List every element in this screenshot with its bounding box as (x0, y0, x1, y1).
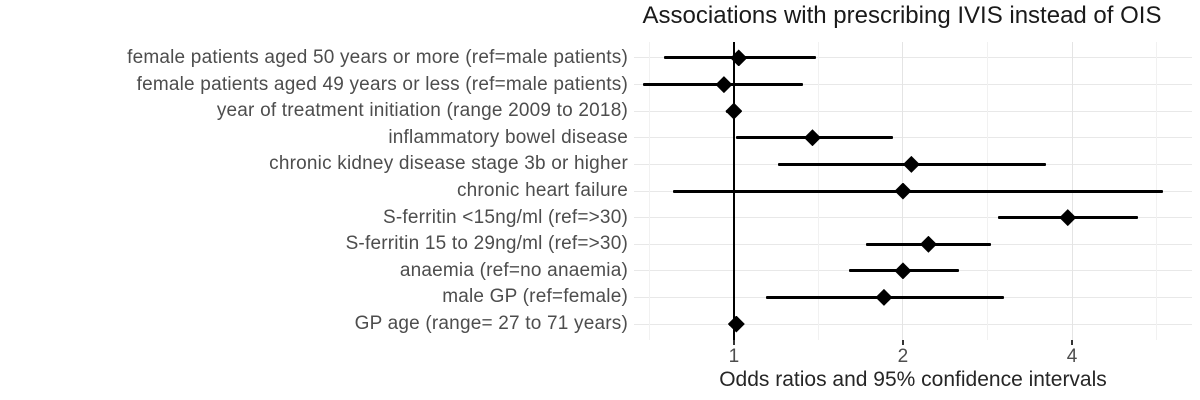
y-gridline (634, 110, 1192, 112)
or-diamond (919, 235, 937, 253)
y-axis-label: female patients aged 50 years or more (r… (127, 46, 628, 68)
y-axis-label: chronic heart failure (456, 180, 628, 201)
y-gridline (634, 323, 1192, 325)
or-diamond (894, 262, 912, 280)
ci-line (673, 189, 1163, 193)
or-diamond (875, 288, 893, 306)
x-tick-mark (733, 340, 735, 345)
y-gridline (634, 84, 1192, 86)
or-diamond (1059, 209, 1077, 227)
y-axis-label: S-ferritin 15 to 29ng/ml (ref=>30) (345, 233, 628, 255)
x-tick-label: 1 (728, 346, 740, 367)
or-diamond (803, 129, 821, 147)
or-diamond (725, 102, 743, 120)
or-diamond (727, 315, 745, 333)
or-diamond (894, 182, 912, 200)
y-gridline (634, 57, 1192, 59)
x-gridline-minor (648, 42, 650, 340)
y-axis-label: inflammatory bowel disease (388, 126, 628, 148)
chart-title: Associations with prescribing IVIS inste… (642, 2, 1162, 29)
x-tick-label: 2 (897, 346, 909, 367)
y-gridline (634, 217, 1192, 219)
x-axis-title: Odds ratios and 95% confidence intervals (719, 368, 1107, 391)
x-tick-mark (902, 340, 904, 345)
y-axis-label: female patients aged 49 years or less (r… (136, 73, 628, 95)
y-axis-label: year of treatment initiation (range 2009… (216, 100, 628, 122)
y-axis-label: S-ferritin <15ng/ml (ref=>30) (383, 206, 628, 228)
y-axis-label: GP age (range= 27 to 71 years) (354, 313, 628, 335)
or-diamond (730, 49, 748, 67)
or-diamond (902, 155, 920, 173)
y-axis-label: anaemia (ref=no anaemia) (399, 259, 628, 281)
x-tick-mark (1071, 340, 1073, 345)
y-gridline (634, 137, 1192, 139)
y-axis-label: chronic kidney disease stage 3b or highe… (269, 153, 628, 175)
y-axis-label: male GP (ref=female) (442, 286, 628, 308)
or-diamond (715, 76, 733, 94)
x-tick-label: 4 (1066, 346, 1078, 367)
